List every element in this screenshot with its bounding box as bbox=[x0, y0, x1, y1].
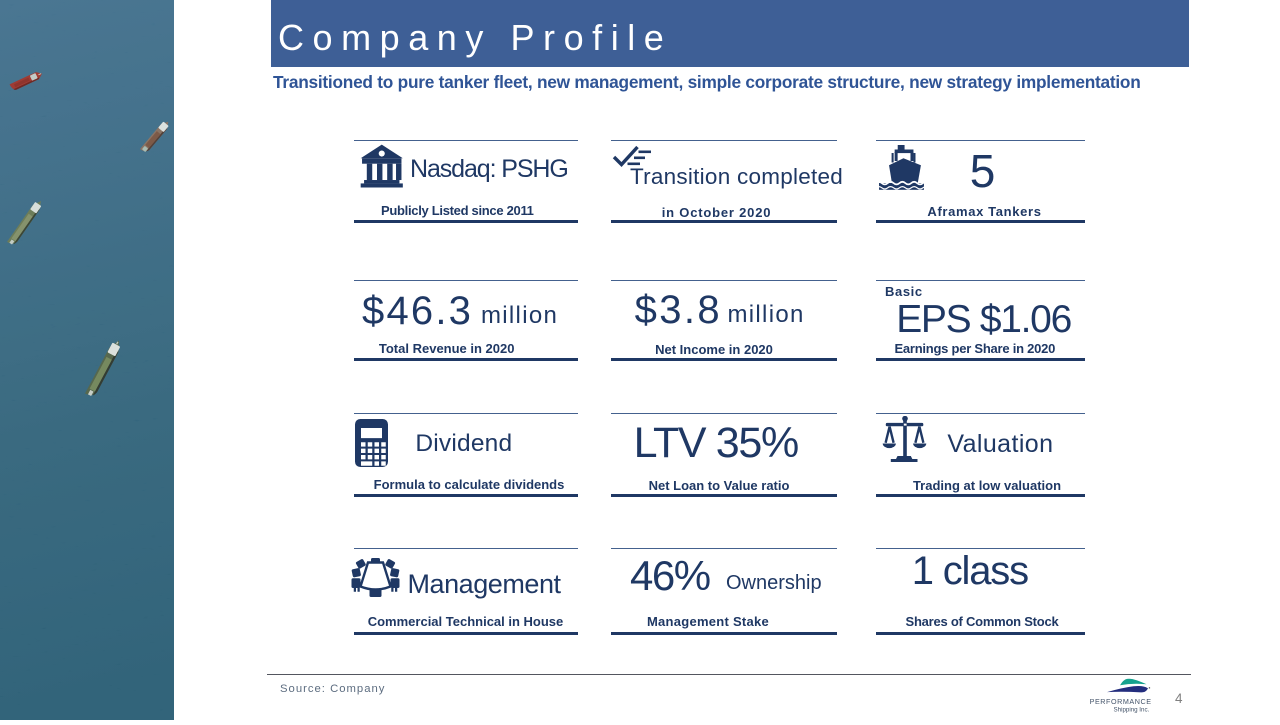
svg-text:Shipping Inc.: Shipping Inc. bbox=[1114, 707, 1150, 714]
svg-text:PERFORMANCE: PERFORMANCE bbox=[1090, 697, 1152, 706]
